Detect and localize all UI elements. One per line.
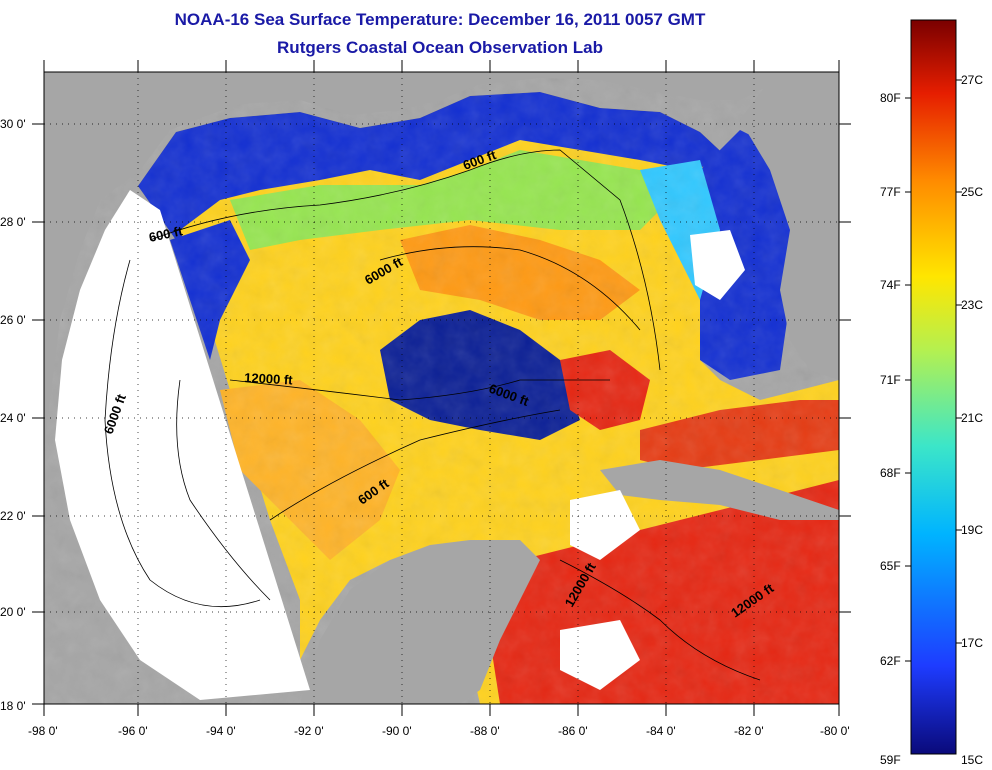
colorbar-c-label: 19C (961, 523, 983, 537)
graticule (44, 72, 839, 704)
lon-tick-label: -86 0' (558, 724, 588, 738)
cloud-patch-caribbean (560, 620, 640, 690)
contour-label: 12000 ft (244, 370, 294, 388)
colorbar-f-label: 74F (880, 278, 901, 292)
contour-label: 600 ft (148, 223, 185, 245)
colorbar-f-label: 62F (880, 654, 901, 668)
colorbar (910, 19, 957, 755)
lon-tick-label: -82 0' (734, 724, 764, 738)
lon-tick-label: -80 0' (820, 724, 850, 738)
colorbar-ticks (905, 79, 962, 662)
bathymetry-contours (104, 149, 761, 681)
lat-tick-label: 18 0' (0, 699, 26, 713)
colorbar-c-label: 25C (961, 185, 983, 199)
lon-tick-label: -90 0' (382, 724, 412, 738)
colorbar-f-label: 77F (880, 185, 901, 199)
colorbar-celsius-labels: 27C 25C 23C 21C 19C 17C 15C (961, 73, 983, 767)
colorbar-c-label: 15C (961, 753, 983, 767)
cloud-patch-south (570, 490, 640, 560)
lat-tick-label: 22 0' (0, 509, 26, 523)
map-frame (43, 71, 840, 705)
cuba-land (600, 460, 839, 520)
lat-tick-label: 20 0' (0, 605, 26, 619)
lon-tick-label: -96 0' (118, 724, 148, 738)
colorbar-fahrenheit-labels: 80F 77F 74F 71F 68F 65F 62F 59F (880, 91, 901, 767)
colorbar-f-label: 80F (880, 91, 901, 105)
lat-tick-label: 24 0' (0, 411, 26, 425)
colorbar-c-label: 17C (961, 636, 983, 650)
latitude-labels: 30 0' 28 0' 26 0' 24 0' 22 0' 20 0' 18 0… (0, 117, 26, 713)
colorbar-f-label: 65F (880, 559, 901, 573)
colorbar-c-label: 27C (961, 73, 983, 87)
lon-tick-label: -84 0' (646, 724, 676, 738)
lon-tick-label: -94 0' (206, 724, 236, 738)
longitude-labels: -98 0' -96 0' -94 0' -92 0' -90 0' -88 0… (28, 724, 850, 738)
lon-tick-label: -88 0' (470, 724, 500, 738)
axis-ticks (32, 60, 851, 716)
map-title: NOAA-16 Sea Surface Temperature: Decembe… (174, 10, 706, 29)
lat-tick-label: 26 0' (0, 313, 26, 327)
lon-tick-label: -92 0' (294, 724, 324, 738)
map-subtitle: Rutgers Coastal Ocean Observation Lab (277, 38, 603, 57)
us-gulf-coast-land (44, 72, 839, 450)
colorbar-f-label: 68F (880, 466, 901, 480)
colorbar-f-label: 71F (880, 373, 901, 387)
no-data-swath (55, 190, 310, 700)
colorbar-c-label: 23C (961, 298, 983, 312)
cloud-patch-east (690, 230, 745, 300)
colorbar-f-label: 59F (880, 753, 901, 767)
colorbar-c-label: 21C (961, 411, 983, 425)
lon-tick-label: -98 0' (28, 724, 58, 738)
lat-tick-label: 28 0' (0, 215, 26, 229)
lat-tick-label: 30 0' (0, 117, 26, 131)
yucatan-land (300, 540, 540, 704)
map-area: 600 ft 600 ft 6000 ft 12000 ft 6000 ft 6… (44, 72, 839, 704)
florida-land (740, 72, 839, 380)
